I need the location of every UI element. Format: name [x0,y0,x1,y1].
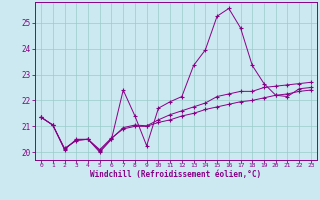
X-axis label: Windchill (Refroidissement éolien,°C): Windchill (Refroidissement éolien,°C) [91,170,261,179]
